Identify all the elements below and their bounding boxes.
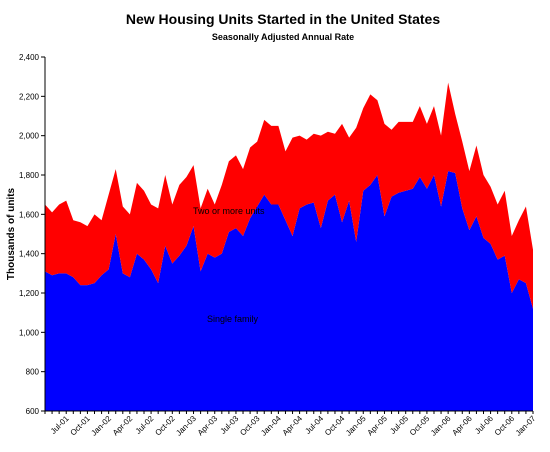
y-tick-label: 1,600 bbox=[19, 210, 40, 219]
y-tick-label: 2,400 bbox=[19, 53, 40, 62]
x-tick-label: Apr-06 bbox=[450, 414, 474, 438]
x-tick-label: Oct-06 bbox=[493, 414, 517, 438]
y-tick-label: 1,800 bbox=[19, 171, 40, 180]
x-tick-label: Jul-01 bbox=[49, 414, 71, 436]
x-tick-label: Oct-01 bbox=[69, 414, 93, 438]
annotation: Two or more units bbox=[193, 206, 265, 216]
x-tick-label: Jan-03 bbox=[174, 414, 198, 438]
x-tick-label: Jul-02 bbox=[134, 414, 156, 436]
x-tick-label: Oct-05 bbox=[408, 414, 432, 438]
x-tick-label: Jan-06 bbox=[429, 414, 453, 438]
x-tick-label: Jan-04 bbox=[259, 414, 283, 438]
x-tick-label: Oct-03 bbox=[238, 414, 262, 438]
x-tick-label: Apr-04 bbox=[281, 414, 305, 438]
x-tick-label: Jan-02 bbox=[89, 414, 113, 438]
x-tick-label: Jul-03 bbox=[219, 414, 241, 436]
x-tick-label: Jan-05 bbox=[344, 414, 368, 438]
y-tick-label: 2,200 bbox=[19, 92, 40, 101]
x-tick-label: Apr-05 bbox=[366, 414, 390, 438]
x-tick-label: Jul-04 bbox=[303, 414, 325, 436]
x-tick-label: Apr-03 bbox=[196, 414, 220, 438]
x-tick-label: Jul-06 bbox=[473, 414, 495, 436]
y-tick-label: 1,400 bbox=[19, 250, 40, 259]
x-tick-label: Jul-05 bbox=[388, 414, 410, 436]
y-tick-label: 600 bbox=[26, 407, 40, 416]
y-tick-label: 2,000 bbox=[19, 132, 40, 141]
x-tick-label: Oct-04 bbox=[323, 414, 347, 438]
annotation: Single family bbox=[207, 314, 259, 324]
chart-title: New Housing Units Started in the United … bbox=[126, 11, 440, 27]
chart-subtitle: Seasonally Adjusted Annual Rate bbox=[212, 32, 354, 42]
y-tick-label: 1,000 bbox=[19, 328, 40, 337]
y-axis-label: Thousands of units bbox=[6, 187, 17, 280]
x-tick-label: Apr-02 bbox=[111, 414, 135, 438]
x-tick-label: Jan-07 bbox=[514, 414, 538, 438]
y-tick-label: 800 bbox=[26, 368, 40, 377]
area bbox=[45, 82, 533, 309]
x-tick-label: Oct-02 bbox=[153, 414, 177, 438]
area bbox=[45, 171, 533, 411]
y-tick-label: 1,200 bbox=[19, 289, 40, 298]
